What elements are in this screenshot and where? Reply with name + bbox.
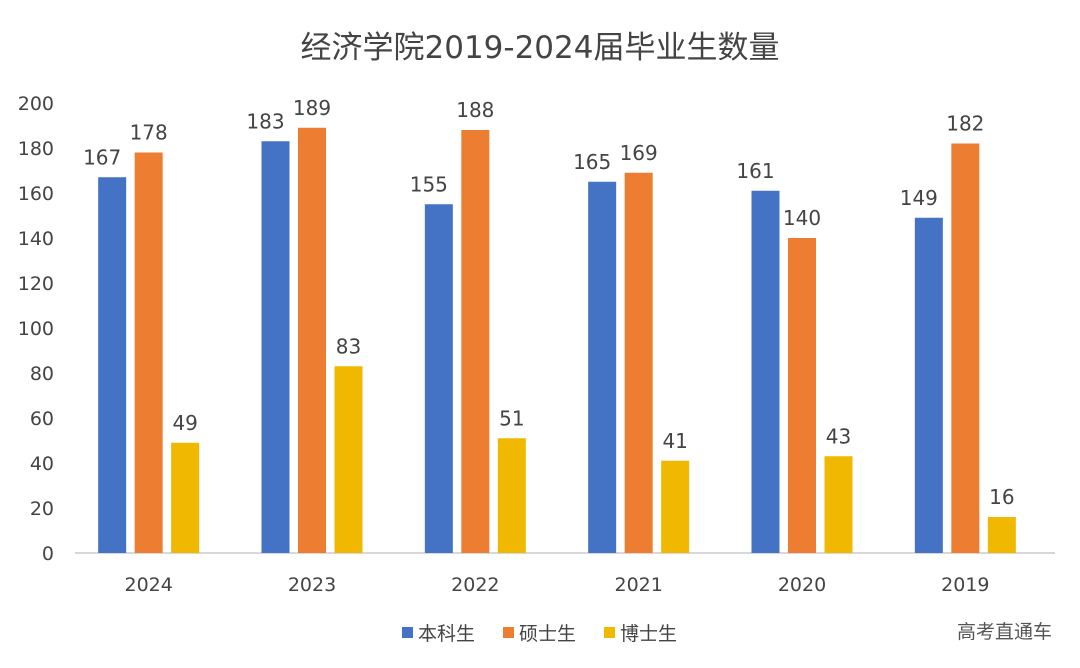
bar-博士生 [497, 438, 526, 553]
legend-label: 本科生 [418, 623, 475, 645]
y-tick-label: 60 [30, 408, 54, 430]
y-tick-label: 160 [18, 183, 54, 205]
data-label: 83 [336, 334, 361, 358]
data-label: 51 [499, 406, 524, 430]
data-label: 178 [130, 121, 168, 145]
x-tick-label: 2021 [614, 574, 662, 596]
data-label: 188 [456, 98, 494, 122]
bar-本科生 [914, 217, 943, 553]
y-tick-label: 180 [18, 138, 54, 160]
data-label: 183 [246, 109, 284, 133]
x-tick-label: 2019 [941, 574, 989, 596]
legend-swatch [503, 627, 514, 638]
legend-swatch [402, 627, 413, 638]
data-label: 140 [783, 206, 821, 230]
legend-label: 博士生 [620, 623, 677, 645]
data-label: 161 [736, 159, 774, 183]
bar-硕士生 [951, 143, 980, 553]
bar-本科生 [98, 177, 127, 553]
chart-title: 经济学院2019-2024届毕业生数量 [301, 30, 780, 66]
bar-本科生 [424, 204, 453, 553]
x-tick-label: 2020 [778, 574, 826, 596]
bar-硕士生 [624, 172, 653, 553]
y-tick-label: 0 [42, 543, 54, 565]
bar-硕士生 [134, 152, 163, 553]
watermark: 高考直通车 [956, 621, 1052, 643]
bar-博士生 [987, 517, 1016, 553]
bar-本科生 [261, 141, 290, 553]
legend-label: 硕士生 [519, 623, 576, 645]
bar-本科生 [751, 190, 780, 553]
y-tick-label: 20 [30, 498, 54, 520]
x-tick-label: 2022 [451, 574, 499, 596]
y-tick-label: 40 [30, 453, 54, 475]
bar-硕士生 [298, 127, 326, 553]
data-label: 165 [573, 150, 611, 174]
bar-博士生 [171, 442, 200, 553]
data-label: 149 [900, 186, 938, 210]
y-tick-label: 80 [30, 363, 54, 385]
bar-硕士生 [788, 238, 816, 553]
data-label: 167 [83, 145, 121, 169]
bar-本科生 [588, 181, 617, 553]
data-label: 169 [620, 141, 658, 165]
data-label: 43 [826, 424, 851, 448]
x-tick-label: 2024 [124, 574, 172, 596]
bar-博士生 [661, 460, 690, 553]
data-label: 155 [410, 172, 448, 196]
data-label: 16 [989, 485, 1014, 509]
y-tick-label: 100 [18, 318, 54, 340]
y-tick-label: 120 [18, 273, 54, 295]
x-tick-label: 2023 [288, 574, 336, 596]
bar-博士生 [334, 366, 363, 553]
data-label: 49 [172, 411, 197, 435]
y-tick-label: 200 [18, 93, 54, 115]
data-label: 41 [662, 429, 687, 453]
bar-硕士生 [461, 130, 490, 553]
data-label: 182 [946, 112, 984, 136]
y-tick-label: 140 [18, 228, 54, 250]
legend-swatch [604, 627, 615, 638]
data-label: 189 [293, 96, 331, 120]
bar-博士生 [824, 456, 853, 553]
